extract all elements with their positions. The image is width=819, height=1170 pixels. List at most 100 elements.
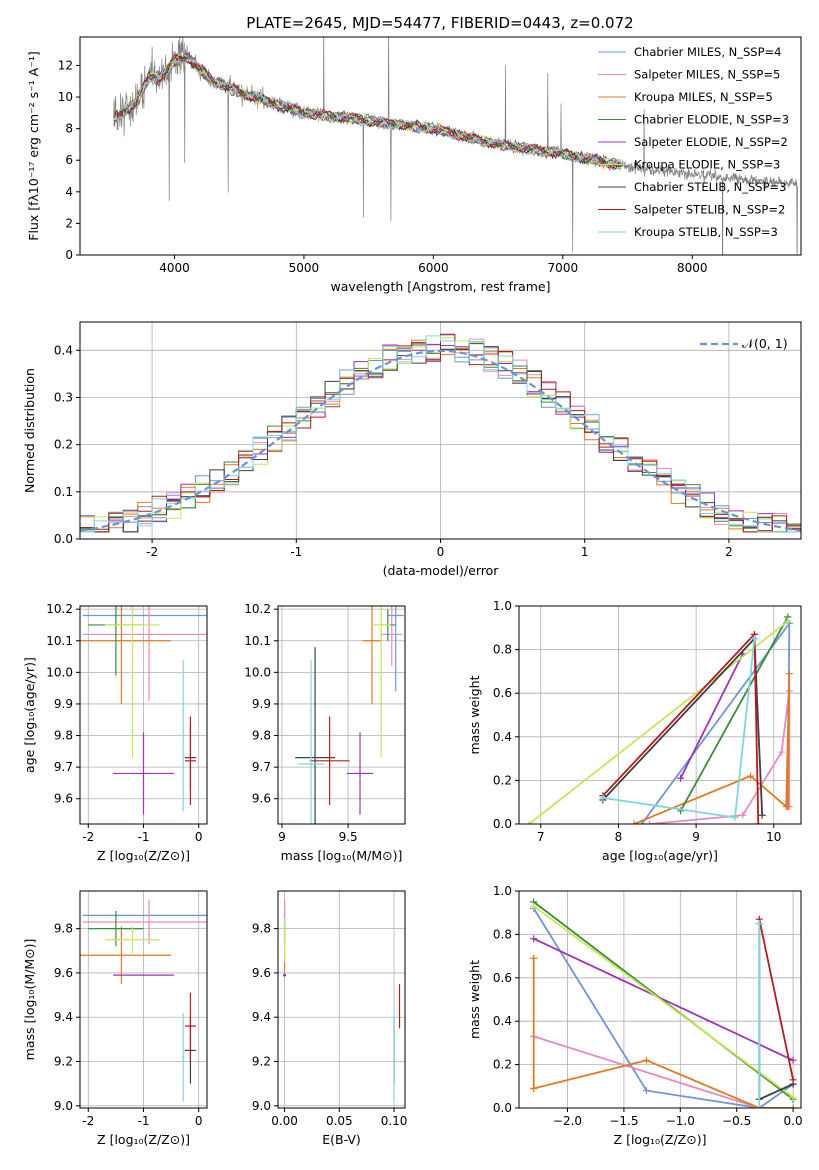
x-tick-label: 0.00: [271, 1114, 298, 1128]
frame-spectrum: 4000 5000 6000 7000 8000 0 2 4 6 8 10 12 wavelength …: [26, 36, 802, 294]
weight-marker: [747, 772, 755, 780]
x-tick-label: −1.5: [609, 1114, 638, 1128]
errorbar-point: [184, 716, 196, 806]
errorbar-point: [104, 606, 161, 758]
y-tick-label: 9.7: [54, 760, 73, 774]
y-axis-label: age [log₁₀(age/yr)]: [22, 657, 37, 773]
plot-area-age-vs-mass: [295, 606, 404, 824]
x-tick-label: −1.0: [666, 1114, 695, 1128]
normal-pdf-line: [80, 349, 801, 532]
y-tick-label: 0.0: [493, 817, 512, 831]
plot-area-mass-vs-ebv: [283, 899, 401, 1102]
y-tick-label: 0.0: [54, 532, 73, 546]
weight-marker: [530, 954, 538, 962]
y-tick-label: 9.0: [252, 1099, 271, 1113]
x-tick-label: -2: [146, 545, 158, 559]
y-tick-label: 0.2: [493, 773, 512, 787]
y-tick-label: 0.2: [54, 438, 73, 452]
marker: [283, 973, 287, 977]
y-tick-label: 9.8: [252, 729, 271, 743]
x-tick-label: 8000: [677, 261, 708, 275]
legend-entry: Salpeter MILES, N_SSP=5: [634, 68, 780, 82]
x-tick-label: 4000: [159, 261, 190, 275]
axes-mass-vs-ebv: [278, 891, 405, 1108]
x-tick-label: 8: [615, 830, 623, 844]
x-tick-label: 7000: [548, 261, 579, 275]
spectrum-legend: Chabrier MILES, N_SSP=4 Salpeter MILES, N…: [598, 45, 789, 239]
axes-age-vs-Z: [80, 606, 207, 824]
errorbar-point: [295, 647, 335, 824]
y-tick-label: 10.2: [46, 602, 73, 616]
plot-area-weight-vs-Z: [530, 898, 797, 1108]
figure-title: PLATE=2645, MJD=54477, FIBERID=0443, z=0…: [246, 14, 633, 32]
errorbar-point: [113, 732, 174, 815]
y-tick-label: 9.8: [252, 922, 271, 936]
weight-marker: [755, 1104, 763, 1108]
weight-marker: [646, 820, 654, 824]
weight-marker: [784, 803, 792, 811]
spectrum-model-line: [113, 52, 622, 169]
frame-age-vs-mass: 9 9.5 9.6 9.7 9.8 9.9 10.0 10.1 10.2 mass [log₁₀(…: [244, 602, 406, 863]
legend-entry: Chabrier MILES, N_SSP=4: [634, 45, 781, 59]
errorbar-point: [387, 606, 404, 692]
y-tick-label: 0.4: [493, 1014, 512, 1028]
weight-marker: [755, 920, 763, 928]
y-tick-label: 9.8: [54, 922, 73, 936]
y-tick-label: 9.8: [54, 729, 73, 743]
x-tick-label: 9.5: [339, 830, 358, 844]
x-axis-label: age [log₁₀(age/yr)]: [602, 848, 718, 863]
y-tick-label: 9.2: [54, 1055, 73, 1069]
axes-frame: [518, 605, 802, 825]
errorbar-point: [82, 899, 207, 945]
x-tick-label: 2: [725, 545, 733, 559]
y-tick-label: 0.6: [493, 971, 512, 985]
errorbar-point: [297, 659, 325, 824]
y-tick-label: 1.0: [493, 884, 512, 898]
x-tick-label: 0.0: [784, 1114, 803, 1128]
weight-series-line: [532, 907, 794, 1108]
x-tick-label: 0.05: [326, 1114, 353, 1128]
legend-entry: Kroupa STELIB, N_SSP=3: [634, 225, 778, 239]
weight-series-line: [533, 1035, 794, 1108]
x-tick-label: 0: [437, 545, 445, 559]
x-axis-label: E(B-V): [322, 1132, 361, 1147]
x-axis-label: Z [log₁₀(Z/Z⊙)]: [614, 1132, 707, 1147]
y-tick-label: 9.0: [54, 1099, 73, 1113]
weight-marker: [789, 1104, 797, 1108]
y-tick-label: 9.6: [54, 966, 73, 980]
x-tick-label: 7: [537, 830, 545, 844]
y-tick-label: 0.3: [54, 390, 73, 404]
weight-marker: [525, 820, 533, 824]
plot-area-residuals: [80, 333, 801, 539]
y-tick-label: 9.6: [252, 792, 271, 806]
y-tick-label: 9.9: [252, 697, 271, 711]
weight-marker: [630, 820, 638, 824]
axes-spectrum: [113, 37, 799, 255]
y-tick-label: 0.2: [493, 1058, 512, 1072]
weight-marker: [750, 635, 758, 643]
x-tick-label: 0: [195, 1114, 203, 1128]
x-tick-label: -1: [138, 830, 150, 844]
x-tick-label: 9: [278, 830, 286, 844]
axes-frame: [277, 605, 406, 825]
y-tick-label: 10.2: [244, 602, 271, 616]
errorbar-point: [346, 732, 374, 815]
weight-series-line: [679, 653, 744, 779]
y-axis-label: Normed distribution: [22, 368, 37, 493]
x-tick-label: −0.5: [722, 1114, 751, 1128]
y-tick-label: 9.2: [252, 1055, 271, 1069]
errorbar-point: [88, 910, 144, 947]
legend-entry: Kroupa ELODIE, N_SSP=3: [634, 158, 780, 172]
x-axis-label: Z [log₁₀(Z/Z⊙)]: [97, 848, 190, 863]
x-axis-label: (data-model)/error: [383, 563, 500, 578]
x-tick-label: -1: [290, 545, 302, 559]
x-tick-label: 6000: [418, 261, 449, 275]
y-axis-label: mass weight: [467, 675, 482, 754]
histogram-step-line: [80, 335, 801, 539]
y-tick-label: 0.1: [54, 485, 73, 499]
frame-weight-vs-Z: −2.0 −1.5 −1.0 −0.5 0.0 0.0 0.2 0.4 0.6 0.8 1.0 Z […: [467, 884, 803, 1147]
y-tick-label: 2: [65, 216, 73, 230]
weight-marker: [677, 774, 685, 782]
weight-marker: [785, 670, 793, 678]
